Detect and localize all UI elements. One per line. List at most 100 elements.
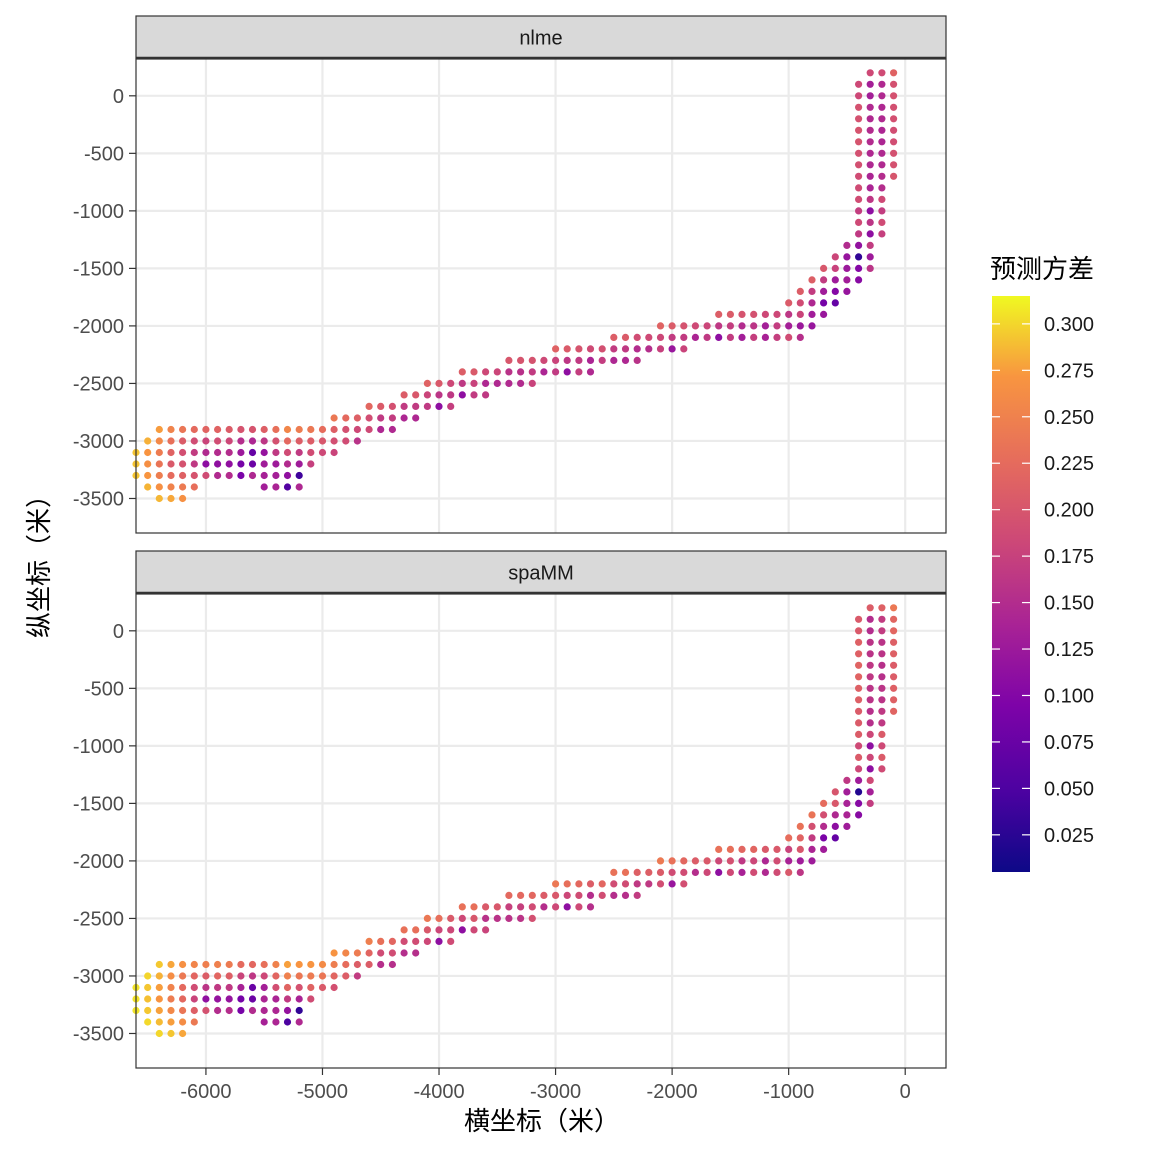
variance-point	[598, 880, 606, 888]
variance-point	[272, 995, 280, 1003]
variance-point	[179, 425, 187, 434]
variance-point	[237, 960, 245, 969]
variance-point	[843, 799, 851, 808]
variance-point	[225, 460, 233, 468]
variance-point	[295, 1006, 303, 1015]
variance-point	[435, 379, 443, 387]
variance-point	[738, 333, 746, 341]
variance-point	[866, 604, 874, 612]
variance-point	[214, 425, 222, 434]
variance-point	[820, 264, 828, 272]
variance-point	[656, 880, 665, 888]
variance-point	[866, 126, 874, 134]
variance-point	[225, 983, 233, 992]
variance-point	[505, 914, 513, 923]
variance-point	[365, 414, 373, 422]
variance-point	[190, 1018, 198, 1026]
variance-point	[248, 437, 257, 445]
variance-point	[586, 345, 595, 353]
variance-point	[342, 437, 350, 445]
variance-point	[878, 696, 886, 704]
variance-point	[866, 615, 874, 623]
variance-point	[633, 356, 641, 364]
variance-point	[808, 299, 816, 307]
variance-point	[248, 960, 257, 969]
variance-point	[237, 983, 245, 992]
variance-point	[272, 437, 280, 445]
variance-point	[190, 995, 198, 1003]
y-tick-label: -1000	[73, 736, 124, 758]
variance-point	[458, 368, 466, 376]
y-tick-label: -1000	[73, 201, 124, 223]
variance-point	[773, 322, 781, 330]
variance-point	[610, 333, 618, 341]
variance-point	[517, 356, 525, 364]
variance-point	[796, 822, 804, 831]
variance-point	[785, 857, 793, 865]
y-tick-label: -1500	[73, 793, 124, 815]
variance-point	[214, 995, 222, 1003]
variance-point	[179, 471, 187, 480]
variance-point	[610, 345, 618, 353]
variance-point	[668, 333, 676, 341]
variance-point	[855, 638, 863, 646]
variance-point	[412, 402, 420, 410]
variance-point	[820, 822, 828, 831]
variance-point	[260, 1018, 268, 1026]
variance-point	[144, 460, 152, 468]
variance-point	[633, 333, 641, 341]
panel-background	[136, 59, 946, 533]
variance-point	[866, 161, 874, 169]
variance-point	[528, 368, 536, 376]
variance-point	[225, 995, 233, 1003]
variance-point	[645, 333, 653, 341]
x-tick-label: -1000	[763, 1081, 814, 1103]
variance-point	[890, 615, 898, 623]
variance-point	[855, 799, 863, 808]
variance-point	[575, 345, 583, 353]
variance-point	[866, 730, 874, 739]
variance-points	[132, 69, 898, 503]
variance-point	[703, 322, 711, 330]
variance-point	[866, 92, 874, 100]
variance-point	[610, 356, 618, 364]
variance-point	[167, 460, 175, 468]
variance-point	[307, 448, 315, 457]
variance-point	[517, 914, 525, 923]
variance-point	[703, 333, 711, 341]
variance-point	[878, 69, 886, 77]
variance-point	[866, 650, 874, 658]
variance-point	[621, 345, 630, 353]
variance-point	[155, 1029, 163, 1038]
variance-point	[482, 926, 490, 934]
variance-point	[750, 333, 758, 341]
variance-point	[167, 1018, 175, 1026]
variance-point	[621, 868, 630, 877]
variance-point	[855, 615, 863, 623]
variance-point	[738, 868, 746, 877]
variance-point	[167, 1029, 175, 1038]
variance-point	[890, 627, 898, 635]
variance-point	[866, 230, 874, 238]
variance-point	[283, 1018, 292, 1026]
variance-point	[260, 995, 268, 1003]
variance-point	[260, 960, 268, 969]
variance-point	[225, 425, 233, 434]
variance-point	[831, 299, 839, 307]
variance-point	[552, 368, 560, 376]
variance-point	[202, 1006, 210, 1015]
variance-point	[482, 391, 490, 399]
variance-point	[353, 414, 361, 422]
variance-point	[633, 891, 641, 900]
variance-point	[761, 310, 770, 318]
variance-point	[878, 707, 886, 715]
variance-point	[680, 880, 688, 888]
variance-point	[773, 857, 781, 865]
variance-point	[202, 425, 210, 434]
variance-point	[866, 115, 874, 123]
variance-point	[855, 161, 863, 169]
legend-ticks: 0.025 0.050 0.075 0.100 0.125 0.150 0.175 0.200…	[992, 314, 1094, 847]
variance-point	[586, 880, 595, 888]
variance-point	[855, 103, 863, 111]
variance-point	[575, 880, 583, 888]
